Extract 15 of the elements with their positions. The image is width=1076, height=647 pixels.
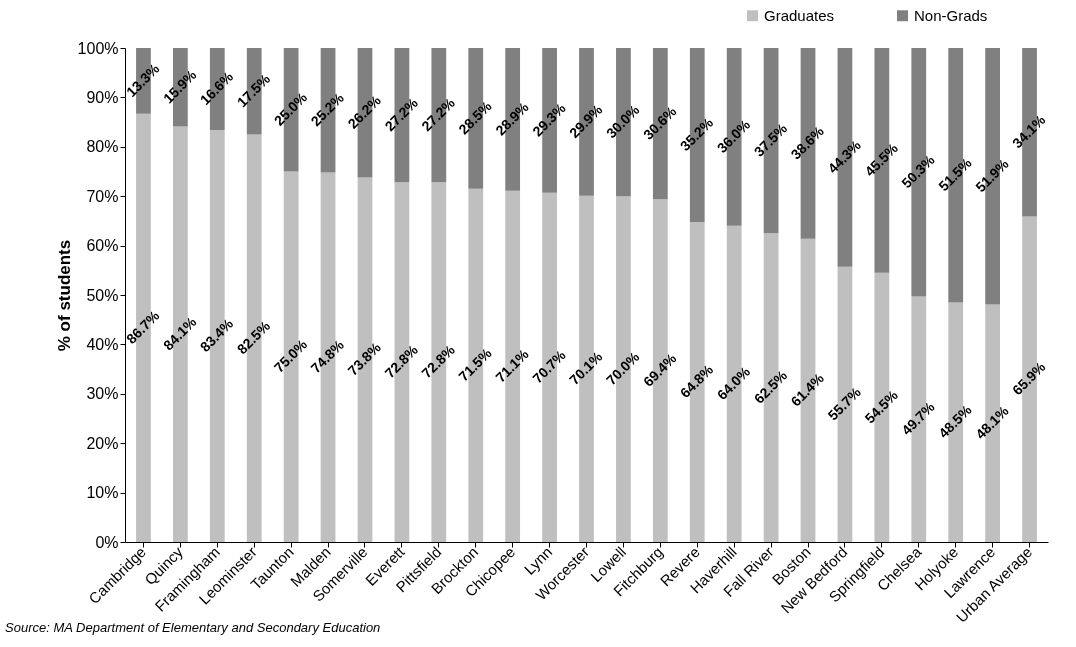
y-tick-label: 40% (86, 335, 119, 353)
y-tick-label: 10% (86, 484, 119, 502)
legend-label: Non-Grads (914, 6, 988, 24)
legend-label: Graduates (764, 6, 835, 24)
y-tick-label: 50% (86, 286, 119, 304)
y-tick-label: 20% (86, 434, 119, 452)
y-tick-label: 60% (86, 237, 119, 255)
y-tick-label: 100% (77, 39, 119, 57)
y-tick-label: 90% (86, 88, 119, 106)
y-tick-label: 30% (86, 385, 119, 403)
y-tick-label: 80% (86, 138, 119, 156)
y-tick-label: 70% (86, 187, 119, 205)
source-note: Source: MA Department of Elementary and Secondary Education (5, 619, 381, 635)
y-tick-label: 0% (95, 533, 119, 551)
y-axis-title: % of students (54, 239, 74, 352)
